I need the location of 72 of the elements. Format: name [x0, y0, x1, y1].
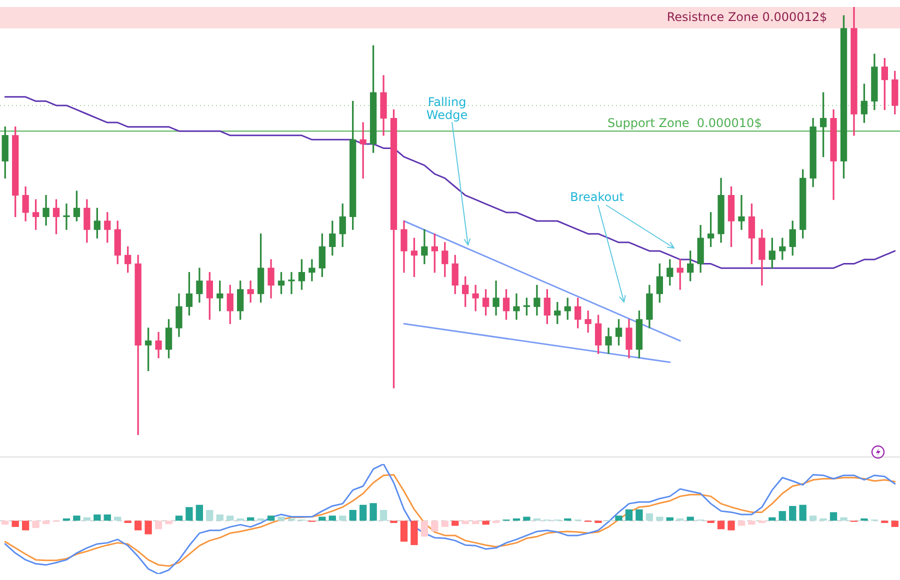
bar — [830, 512, 838, 521]
bar — [73, 516, 80, 521]
bar — [789, 506, 796, 521]
candlestick — [421, 229, 428, 264]
bar — [748, 520, 756, 525]
candlestick — [247, 280, 254, 303]
bar — [420, 520, 428, 537]
candlestick — [360, 122, 366, 179]
bar — [441, 520, 448, 527]
bar — [656, 516, 664, 521]
bar — [2, 520, 9, 525]
bar — [267, 516, 275, 521]
candlestick — [584, 310, 592, 333]
bar — [809, 516, 817, 521]
annotation: Breakout — [570, 190, 624, 204]
bar — [206, 510, 214, 521]
bar — [22, 520, 30, 530]
bar — [728, 520, 735, 530]
bar — [328, 516, 336, 521]
bar — [175, 516, 183, 521]
candlestick — [308, 259, 316, 282]
bar — [615, 516, 622, 521]
bar — [482, 520, 490, 525]
bar — [114, 516, 122, 521]
bar — [891, 520, 898, 527]
bar — [226, 516, 234, 521]
bar — [717, 520, 725, 530]
bar — [820, 518, 827, 521]
bar — [431, 520, 438, 532]
bar — [349, 510, 356, 521]
band-label: Resistnce Zone 0.000012$ — [666, 10, 828, 24]
bar — [278, 516, 285, 521]
bar — [154, 520, 162, 530]
bar — [686, 516, 694, 521]
bar — [196, 504, 204, 521]
bar — [144, 520, 152, 534]
candlestick — [513, 293, 520, 320]
bar — [42, 520, 50, 524]
bar — [799, 504, 806, 521]
bar — [370, 503, 377, 521]
bar — [32, 520, 40, 528]
bar — [452, 520, 459, 526]
bar — [646, 513, 654, 521]
bar — [410, 520, 418, 546]
bar — [339, 516, 346, 521]
bar — [104, 514, 111, 521]
candlestick — [472, 284, 479, 312]
bar — [860, 518, 868, 521]
bar — [165, 520, 172, 524]
candlestick — [738, 194, 745, 230]
bar — [400, 520, 408, 542]
bar — [840, 517, 848, 521]
candlestick — [63, 204, 70, 230]
bar — [472, 520, 480, 524]
bar — [738, 520, 746, 526]
bar — [186, 507, 193, 521]
bar — [636, 509, 643, 521]
bar — [359, 504, 367, 521]
bar — [462, 520, 469, 524]
bar — [523, 516, 530, 521]
bar — [318, 516, 326, 521]
bar — [257, 518, 264, 521]
bar — [778, 511, 786, 521]
bar — [134, 520, 142, 530]
bar — [216, 514, 224, 521]
bar — [380, 510, 388, 521]
bar — [12, 520, 19, 527]
bar — [625, 509, 633, 521]
candlestick — [288, 272, 295, 294]
ref-line-label: Support Zone 0.000010$ — [608, 116, 762, 130]
bar — [94, 514, 101, 521]
annotation: Falling Wedge — [426, 95, 468, 122]
